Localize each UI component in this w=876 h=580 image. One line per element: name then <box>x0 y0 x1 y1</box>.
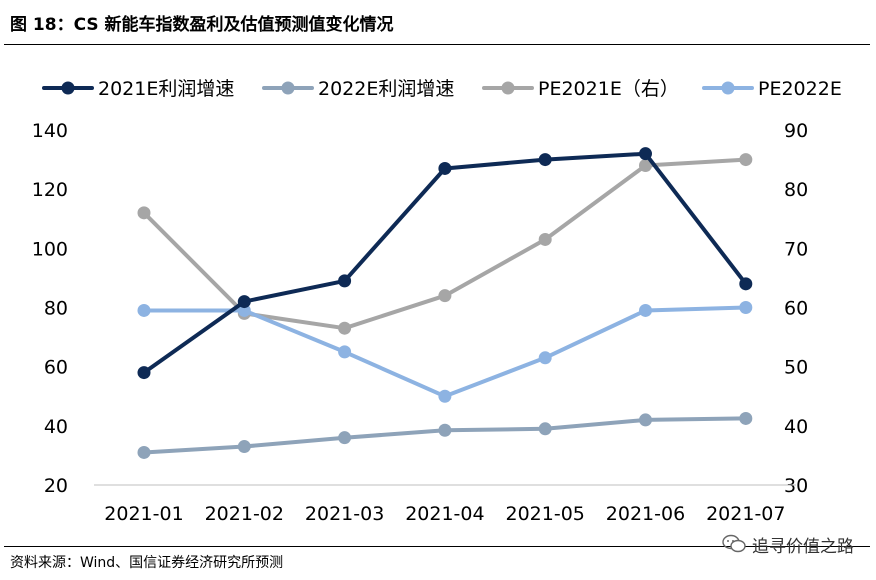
x-tick-label: 2021-06 <box>606 503 685 525</box>
right-tick-label: 40 <box>784 416 808 438</box>
source-note: 资料来源：Wind、国信证券经济研究所预测 <box>10 555 284 571</box>
legend-label: PE2022E <box>758 78 842 100</box>
data-point <box>438 161 452 175</box>
left-tick-label: 40 <box>44 416 68 438</box>
data-point <box>338 274 352 288</box>
data-point <box>237 295 251 309</box>
left-tick-label: 20 <box>44 475 68 497</box>
chat-bubble-icon <box>722 534 746 553</box>
legend-item: PE2021E（右） <box>482 78 679 100</box>
series-1 <box>137 411 753 459</box>
x-tick-label: 2021-04 <box>405 503 484 525</box>
left-tick-label: 100 <box>32 238 68 260</box>
x-axis: 2021-01 2021-02 2021-03 2021-04 2021-05 2021-… <box>94 484 796 525</box>
legend-swatch-marker <box>281 81 295 95</box>
legend-label: 2022E利润增速 <box>318 78 454 100</box>
legend-swatch-marker <box>721 81 735 95</box>
data-point <box>438 423 452 437</box>
data-point <box>538 232 552 246</box>
brand-name: 追寻价值之路 <box>752 536 854 557</box>
right-tick-label: 50 <box>784 357 808 379</box>
series-3 <box>137 301 753 403</box>
data-point <box>538 351 552 365</box>
right-tick-label: 80 <box>784 179 808 201</box>
legend-label: 2021E利润增速 <box>98 78 234 100</box>
data-point <box>237 440 251 454</box>
x-tick-label: 2021-01 <box>104 503 183 525</box>
legend-item: PE2022E <box>702 78 842 100</box>
data-point <box>739 411 753 425</box>
data-point <box>538 153 552 167</box>
right-tick-label: 60 <box>784 298 808 320</box>
data-point <box>639 303 652 317</box>
legend-swatch-marker <box>61 81 75 95</box>
right-tick-label: 90 <box>784 120 808 142</box>
title-divider <box>4 44 870 45</box>
series-line <box>142 151 748 375</box>
data-point <box>338 345 352 359</box>
series-line <box>142 157 748 331</box>
figure-title: 图 18：CS 新能车指数盈利及估值预测值变化情况 <box>10 15 394 35</box>
brand-watermark: 追寻价值之路 <box>722 532 854 557</box>
data-point <box>137 445 151 459</box>
legend-item: 2021E利润增速 <box>42 78 234 100</box>
legend-item: 2022E利润增速 <box>262 78 454 100</box>
right-tick-label: 30 <box>784 475 808 497</box>
data-point <box>639 159 652 172</box>
data-point <box>137 206 151 220</box>
data-point <box>438 389 452 403</box>
data-point <box>338 431 352 445</box>
x-tick-label: 2021-03 <box>305 503 384 525</box>
left-tick-label: 140 <box>32 120 68 142</box>
series-layer <box>137 147 753 459</box>
chart-legend: 2021E利润增速 2022E利润增速 PE2021E（右） PE2022E <box>42 78 842 100</box>
data-point <box>338 321 352 335</box>
legend-label: PE2021E（右） <box>538 78 679 100</box>
data-point <box>739 301 753 314</box>
x-tick-label: 2021-07 <box>706 503 785 525</box>
data-point <box>137 303 151 317</box>
source-divider <box>4 546 870 547</box>
legend-swatch-marker <box>501 81 515 95</box>
left-tick-label: 120 <box>32 179 68 201</box>
data-point <box>639 147 652 161</box>
data-point <box>739 277 753 291</box>
x-tick-label: 2021-02 <box>205 503 284 525</box>
series-0 <box>137 147 753 380</box>
left-tick-label: 80 <box>44 298 68 320</box>
data-point <box>739 153 753 167</box>
right-y-axis: 90 80 70 60 50 40 30 <box>784 120 808 497</box>
left-y-axis: 140 120 100 80 60 40 20 <box>32 120 68 497</box>
data-point <box>538 422 552 436</box>
x-tick-label: 2021-05 <box>506 503 585 525</box>
left-tick-label: 60 <box>44 357 68 379</box>
line-chart: 2021E利润增速 2022E利润增速 PE2021E（右） PE2022E 1401… <box>32 78 842 525</box>
data-point <box>438 289 452 303</box>
series-line <box>142 305 748 399</box>
data-point <box>639 413 652 427</box>
right-tick-label: 70 <box>784 238 808 260</box>
data-point <box>137 366 151 380</box>
series-2 <box>137 153 753 335</box>
